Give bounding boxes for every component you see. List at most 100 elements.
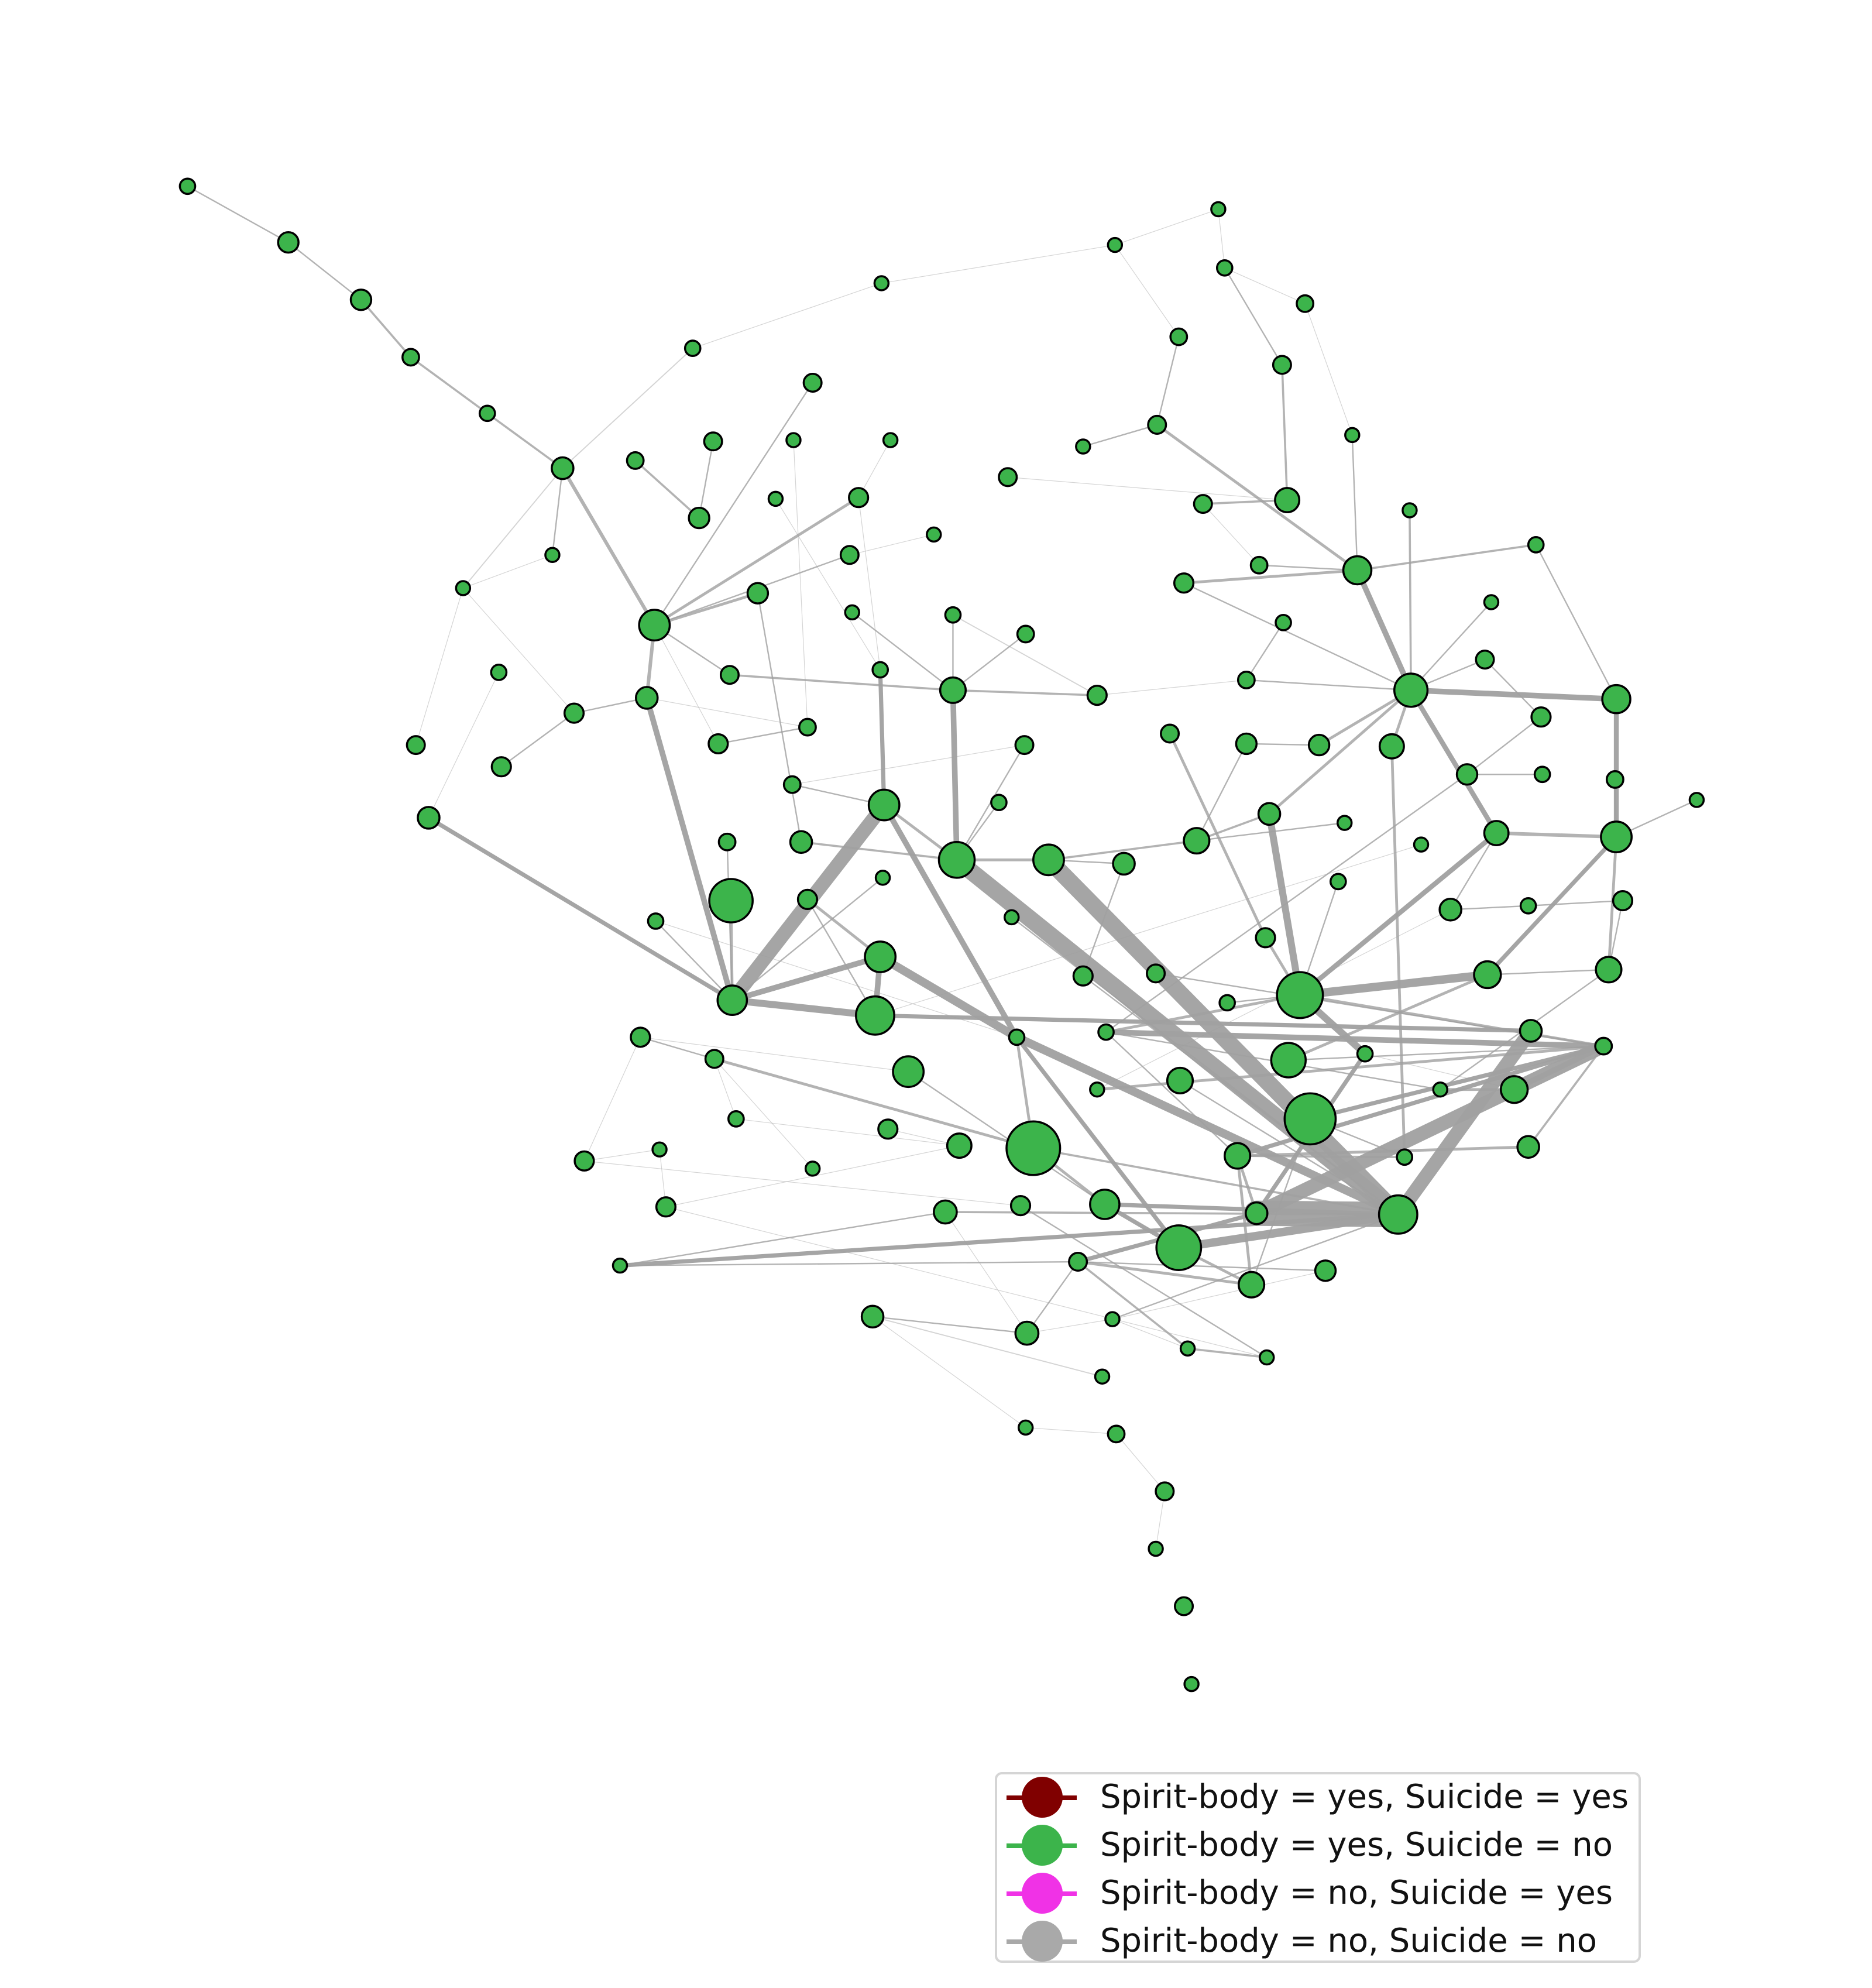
edge [1097,909,1451,1090]
edge [1484,658,1542,718]
edge [652,496,860,627]
network-node [401,348,420,367]
edge [1114,208,1219,246]
network-node [1595,956,1623,984]
edge [729,674,954,692]
network-node [1068,1252,1088,1272]
edge [617,1212,1400,1268]
network-node [1183,1675,1200,1692]
edge [775,498,881,671]
network-node [1238,1271,1266,1299]
edge [792,744,1025,785]
network-node [1075,438,1091,455]
network-node [1356,1045,1374,1063]
edge [806,898,876,1017]
edge [551,467,564,556]
edge [500,712,575,768]
edge [1203,503,1260,566]
network-node [844,604,860,621]
network-node [1272,355,1292,375]
network-node [1257,802,1282,826]
edge [1011,916,1399,1216]
edge [1236,1155,1406,1159]
network-node [1179,1340,1196,1357]
network-node [873,275,890,291]
network-node [277,231,300,254]
edge [1245,679,1412,691]
network-node [638,609,671,642]
network-node [1307,733,1331,757]
edge [1390,744,1406,1159]
edge [1179,1080,1399,1216]
network-node [1259,1349,1275,1366]
edge [1287,973,1489,1062]
edge [950,687,960,863]
edge [426,815,734,1002]
network-node [1235,732,1258,756]
edge [713,1057,1035,1150]
network-node [855,995,895,1036]
edge [1236,1145,1530,1158]
edge [1466,716,1542,775]
edge [729,954,883,1003]
legend-row-4: Spirit-body = no, Suicide = no [997,1918,1639,1966]
edge [1182,569,1359,585]
edge [583,1149,660,1162]
network-node [551,456,575,480]
network-node [1005,1120,1062,1176]
edge [652,592,760,627]
network-node [478,404,496,423]
edge [1012,1033,1403,1219]
network-node [1475,650,1495,670]
network-node [1283,1092,1337,1146]
network-node [1432,1081,1448,1098]
edge [944,1211,1028,1334]
network-node [708,878,754,923]
network-node [630,1026,651,1048]
edge [1032,1147,1400,1216]
network-node [937,841,976,879]
edge [462,554,553,589]
network-node [1516,1135,1540,1159]
edge [1156,336,1180,426]
edge [1183,582,1412,691]
network-node [707,733,729,755]
legend-marker-2 [1022,1825,1063,1866]
network-node [1016,624,1035,644]
network-node [1688,792,1705,808]
network-node [1173,572,1195,594]
edge [1485,835,1619,977]
network-node [1612,890,1634,912]
edge [640,1036,716,1060]
network-node [417,806,441,830]
edge [881,244,1115,284]
edge [1391,1024,1538,1222]
legend-marker-4 [1022,1921,1063,1962]
network-node [1097,1023,1115,1041]
network-node [1344,427,1361,444]
edge [849,534,935,555]
network-node [1146,963,1166,984]
edge [1114,244,1179,338]
network-node [1396,1148,1414,1166]
network-node [782,775,802,794]
network-node [1147,414,1167,435]
edge [1196,743,1248,842]
edge [1224,267,1283,366]
network-node [455,580,472,596]
edge [793,440,808,728]
network-node [1533,765,1551,784]
edge [1097,679,1247,696]
edge [655,920,733,1001]
network-node [1104,1311,1121,1327]
network-node [1089,1189,1121,1220]
network-node [563,702,585,724]
network-node [804,1160,821,1177]
edge-layer [187,186,1698,1550]
edge [1486,969,1610,976]
network-node [785,432,802,448]
legend-label-4: Spirit-body = no, Suicide = no [1100,1922,1597,1960]
edge [736,1118,960,1146]
edge [1112,1319,1189,1349]
edge [1112,1270,1326,1320]
